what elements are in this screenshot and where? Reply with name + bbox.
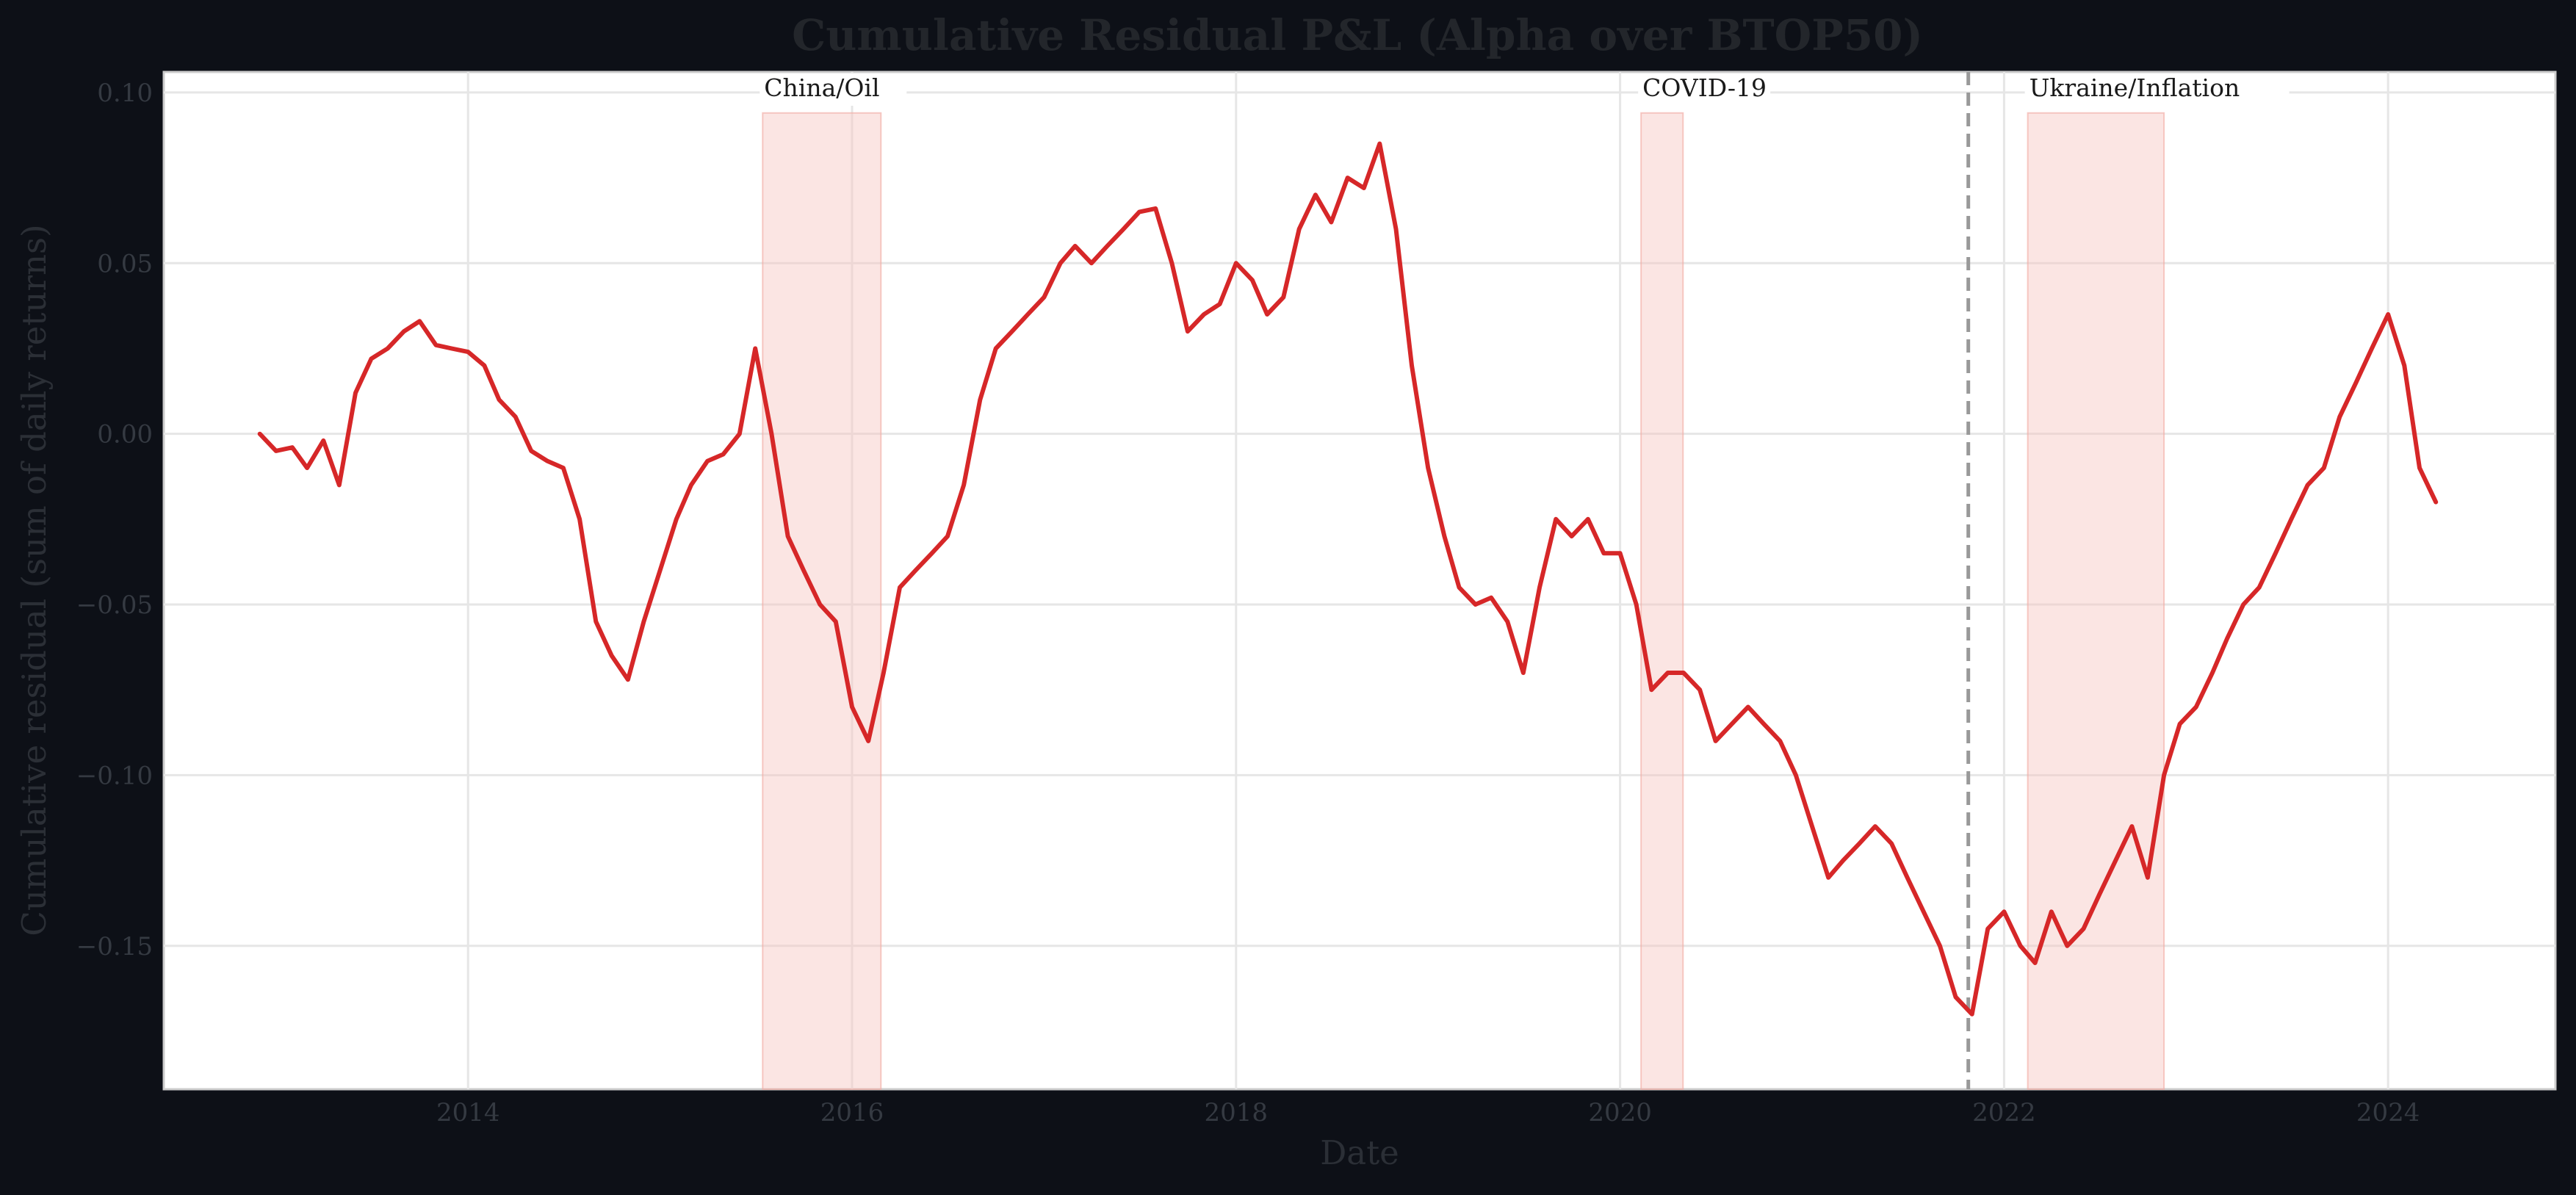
x-axis-ticks: 2014 2016 2018 2020 2022 2024	[436, 1098, 2420, 1127]
x-axis-label: Date	[1320, 1133, 1399, 1172]
y-axis-ticks: 0.10 0.05 0.00 −0.05 −0.10 −0.15	[76, 79, 153, 961]
shaded-periods	[762, 112, 2165, 1090]
x-tick-label: 2020	[1588, 1098, 1652, 1127]
x-tick-label: 2018	[1205, 1098, 1269, 1127]
shaded-period	[1640, 112, 1684, 1090]
event-label: Ukraine/Inflation	[2030, 73, 2240, 102]
y-tick-label: −0.15	[76, 932, 153, 961]
x-tick-label: 2014	[436, 1098, 500, 1127]
y-tick-label: 0.00	[97, 420, 153, 450]
y-tick-label: −0.10	[76, 761, 153, 790]
shaded-period	[762, 112, 882, 1090]
grid-lines	[164, 72, 2555, 1089]
y-tick-label: 0.05	[97, 249, 153, 278]
shaded-period	[2027, 112, 2165, 1090]
event-label: China/Oil	[764, 73, 879, 102]
event-label-bg	[2024, 73, 2290, 106]
x-tick-label: 2022	[1972, 1098, 2036, 1127]
series-line	[257, 141, 2439, 1017]
y-axis-label: Cumulative residual (sum of daily return…	[15, 224, 54, 936]
series-layer	[257, 141, 2439, 1017]
plot-area	[162, 71, 2557, 1091]
y-tick-label: −0.05	[76, 591, 153, 620]
x-tick-label: 2016	[820, 1098, 884, 1127]
event-label-bg	[1638, 73, 1771, 106]
y-tick-label: 0.10	[97, 79, 153, 108]
event-labels: China/Oil COVID-19 Ukraine/Inflation	[760, 73, 2290, 106]
x-tick-label: 2024	[2356, 1098, 2420, 1127]
event-label-bg	[760, 73, 907, 106]
chart-title: Cumulative Residual P&L (Alpha over BTOP…	[792, 10, 1923, 60]
event-label: COVID-19	[1642, 73, 1767, 102]
